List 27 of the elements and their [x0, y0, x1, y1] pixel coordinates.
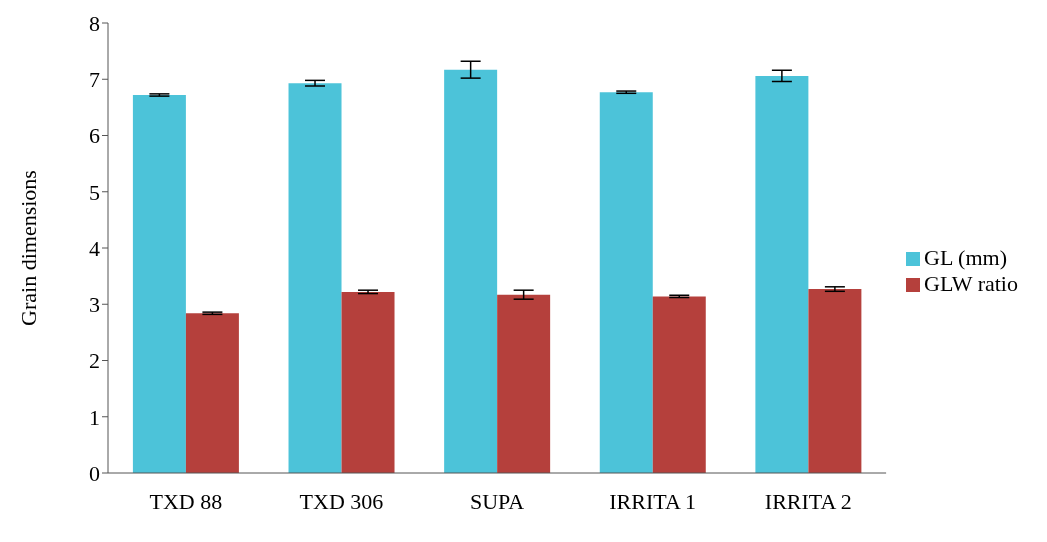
legend-label: GL (mm) [924, 244, 1007, 270]
y-axis-title: Grain dimensions [15, 170, 41, 326]
x-tick-label: TXD 88 [149, 488, 223, 514]
bar [444, 69, 498, 473]
x-tick-label: IRRITA 1 [609, 488, 697, 514]
y-tick-label: 4 [89, 235, 100, 261]
x-tick-label: SUPA [469, 488, 525, 514]
y-tick-label: 6 [89, 123, 100, 149]
y-tick-label: 2 [89, 348, 100, 374]
bar [599, 92, 653, 473]
bar [755, 75, 809, 473]
bar [132, 95, 186, 473]
bar [497, 294, 551, 473]
bar [808, 289, 862, 473]
y-tick-label: 5 [89, 179, 100, 205]
bar [341, 291, 395, 473]
y-tick-label: 1 [89, 404, 100, 430]
x-tick-label: IRRITA 2 [764, 488, 852, 514]
bar [288, 83, 342, 473]
bar [185, 313, 239, 473]
legend-label: GLW ratio [924, 270, 1018, 296]
y-tick-label: 3 [89, 292, 100, 318]
x-tick-label: TXD 306 [299, 488, 384, 514]
y-tick-label: 7 [89, 67, 100, 93]
y-tick-label: 0 [89, 460, 100, 486]
y-tick-label: 8 [89, 10, 100, 36]
bar [652, 296, 706, 473]
